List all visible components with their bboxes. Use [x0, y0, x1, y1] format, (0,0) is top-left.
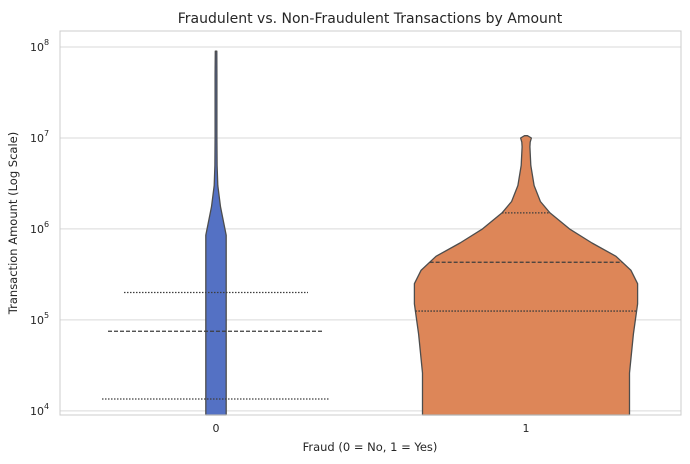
y-tick-label: 107	[30, 129, 49, 145]
x-tick-label-0: 0	[213, 422, 220, 435]
violin-body-0	[205, 50, 227, 416]
violins	[102, 50, 639, 416]
violin-body-1	[413, 135, 639, 416]
violin-group-0	[102, 50, 330, 416]
y-tick-label: 104	[30, 402, 49, 418]
y-axis-label: Transaction Amount (Log Scale)	[6, 132, 20, 315]
plot-frame	[59, 30, 682, 416]
y-tick-label: 108	[30, 38, 49, 54]
y-tick-label: 106	[30, 220, 49, 236]
chart-title: Fraudulent vs. Non-Fraudulent Transactio…	[178, 11, 563, 27]
violin-group-1	[413, 135, 639, 416]
x-tick-label-1: 1	[523, 422, 530, 435]
y-tick-labels: 104 105 106 107 108	[30, 38, 49, 418]
x-axis-label: Fraud (0 = No, 1 = Yes)	[303, 440, 438, 454]
y-tick-label: 105	[30, 311, 49, 327]
